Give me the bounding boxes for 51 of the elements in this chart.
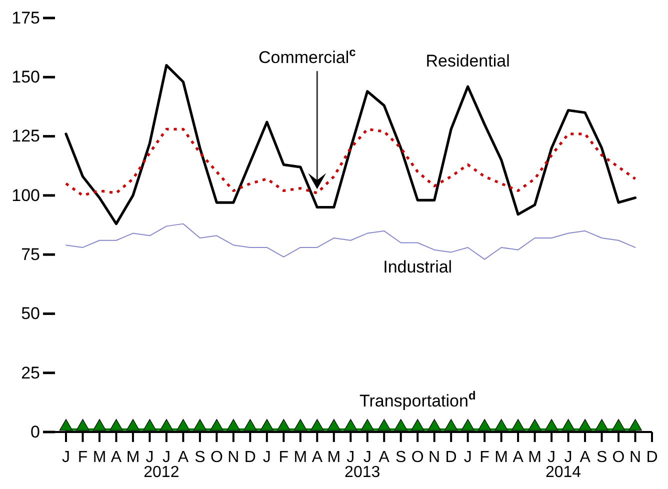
x-tick-label: J xyxy=(564,448,572,466)
text: 2014 xyxy=(545,464,582,481)
y-tick-label: 50 xyxy=(21,304,40,324)
y-tick-label: 175 xyxy=(12,8,40,28)
x-tick-label: M xyxy=(92,448,106,466)
y-tick-label: 25 xyxy=(21,363,40,382)
x-tick-label: A xyxy=(378,448,390,466)
x-tick-label: M xyxy=(327,448,341,466)
y-tick-label: 150 xyxy=(12,68,40,87)
x-tick-label: J xyxy=(162,448,170,466)
text: 2012 xyxy=(144,464,180,481)
x-tick-label: M xyxy=(494,448,508,466)
x-tick-label: J xyxy=(62,448,70,466)
series-label: Transportation$^{d}$ xyxy=(359,388,476,411)
x-tick-label: S xyxy=(396,448,406,466)
x-tick-label: F xyxy=(480,448,490,466)
x-tick-label: F xyxy=(78,448,88,466)
x-tick-label: A xyxy=(110,448,122,466)
x-tick-label: N xyxy=(629,448,642,466)
x-tick-label: S xyxy=(596,448,608,466)
y-tick-label: 75 xyxy=(21,245,40,264)
x-tick-label: M xyxy=(126,448,140,466)
y-tick-label: 100 xyxy=(12,186,40,205)
x-tick-label: N xyxy=(428,448,440,466)
x-tick-label: J xyxy=(464,448,472,466)
text: 2013 xyxy=(344,464,380,481)
y-tick-label: 0 xyxy=(30,422,40,442)
x-tick-label: M xyxy=(294,448,308,466)
x-tick-label: A xyxy=(312,448,323,466)
y-tick-label: 125 xyxy=(12,126,40,146)
x-tick-label: F xyxy=(278,448,289,466)
x-tick-label: D xyxy=(646,448,658,466)
x-tick-label: O xyxy=(411,448,424,466)
x-tick-label: J xyxy=(548,448,556,466)
x-tick-label: J xyxy=(346,448,355,466)
x-tick-label: M xyxy=(528,448,542,466)
x-tick-label: J xyxy=(146,448,154,466)
x-tick-label: O xyxy=(210,448,223,466)
x-tick-label: D xyxy=(445,448,457,466)
text: Commercial$^{c}$ xyxy=(258,45,356,68)
x-tick-label: J xyxy=(262,448,271,466)
series-label: Industrial xyxy=(383,258,452,277)
x-tick-label: O xyxy=(612,448,625,466)
x-tick-label: A xyxy=(512,448,524,466)
series-label: Residential xyxy=(426,52,510,71)
x-tick-label: S xyxy=(194,448,206,466)
x-tick-label: A xyxy=(580,448,591,466)
x-tick-label: N xyxy=(228,448,240,466)
x-tick-label: D xyxy=(244,448,256,466)
x-tick-label: A xyxy=(178,448,189,466)
x-tick-label: J xyxy=(363,448,372,466)
